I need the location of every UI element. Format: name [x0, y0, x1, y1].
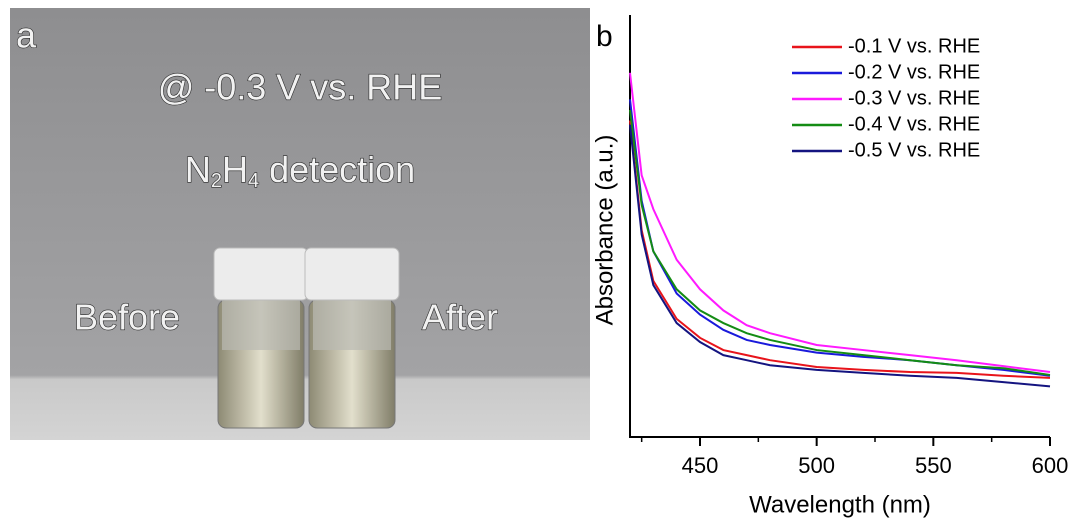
series-line	[629, 120, 1051, 379]
formula-part: H	[222, 149, 248, 190]
y-axis-title: Absorbance (a.u.)	[591, 135, 618, 326]
x-tick-label: 600	[1032, 453, 1069, 478]
x-tick-label: 450	[682, 453, 719, 478]
vial	[213, 247, 309, 429]
formula-part: 2	[211, 170, 222, 192]
vial-cap	[213, 247, 309, 301]
panel-label: b	[596, 20, 613, 53]
before-label: Before	[74, 297, 180, 338]
legend-label: -0.3 V vs. RHE	[848, 87, 980, 109]
photo: a @ -0.3 V vs. RHE N2H4 detection Before …	[10, 8, 590, 440]
x-axis-title: Wavelength (nm)	[749, 491, 931, 518]
vial	[304, 247, 400, 429]
vial-cap	[304, 247, 400, 301]
vial-glass	[222, 300, 300, 350]
legend-label: -0.2 V vs. RHE	[848, 61, 980, 83]
legend-label: -0.5 V vs. RHE	[848, 139, 980, 161]
series-line	[629, 124, 1051, 388]
series-line	[629, 99, 1051, 377]
after-label: After	[422, 297, 498, 338]
x-tick-label: 500	[798, 453, 835, 478]
formula-part: 4	[248, 170, 259, 192]
formula-part: N	[185, 149, 211, 190]
x-tick-label: 550	[915, 453, 952, 478]
legend-label: -0.4 V vs. RHE	[848, 113, 980, 135]
panel-label: a	[16, 15, 37, 56]
chart: b Wavelength (nm) Absorbance (a.u.) 450 5…	[591, 15, 1068, 518]
series-line	[629, 109, 1051, 376]
detection-label: N2H4 detection	[185, 149, 415, 193]
potential-label: @ -0.3 V vs. RHE	[158, 67, 443, 108]
vial-glass	[313, 300, 391, 350]
legend-label: -0.1 V vs. RHE	[848, 35, 980, 57]
detection-word: detection	[269, 149, 415, 190]
series-line	[629, 72, 1051, 374]
